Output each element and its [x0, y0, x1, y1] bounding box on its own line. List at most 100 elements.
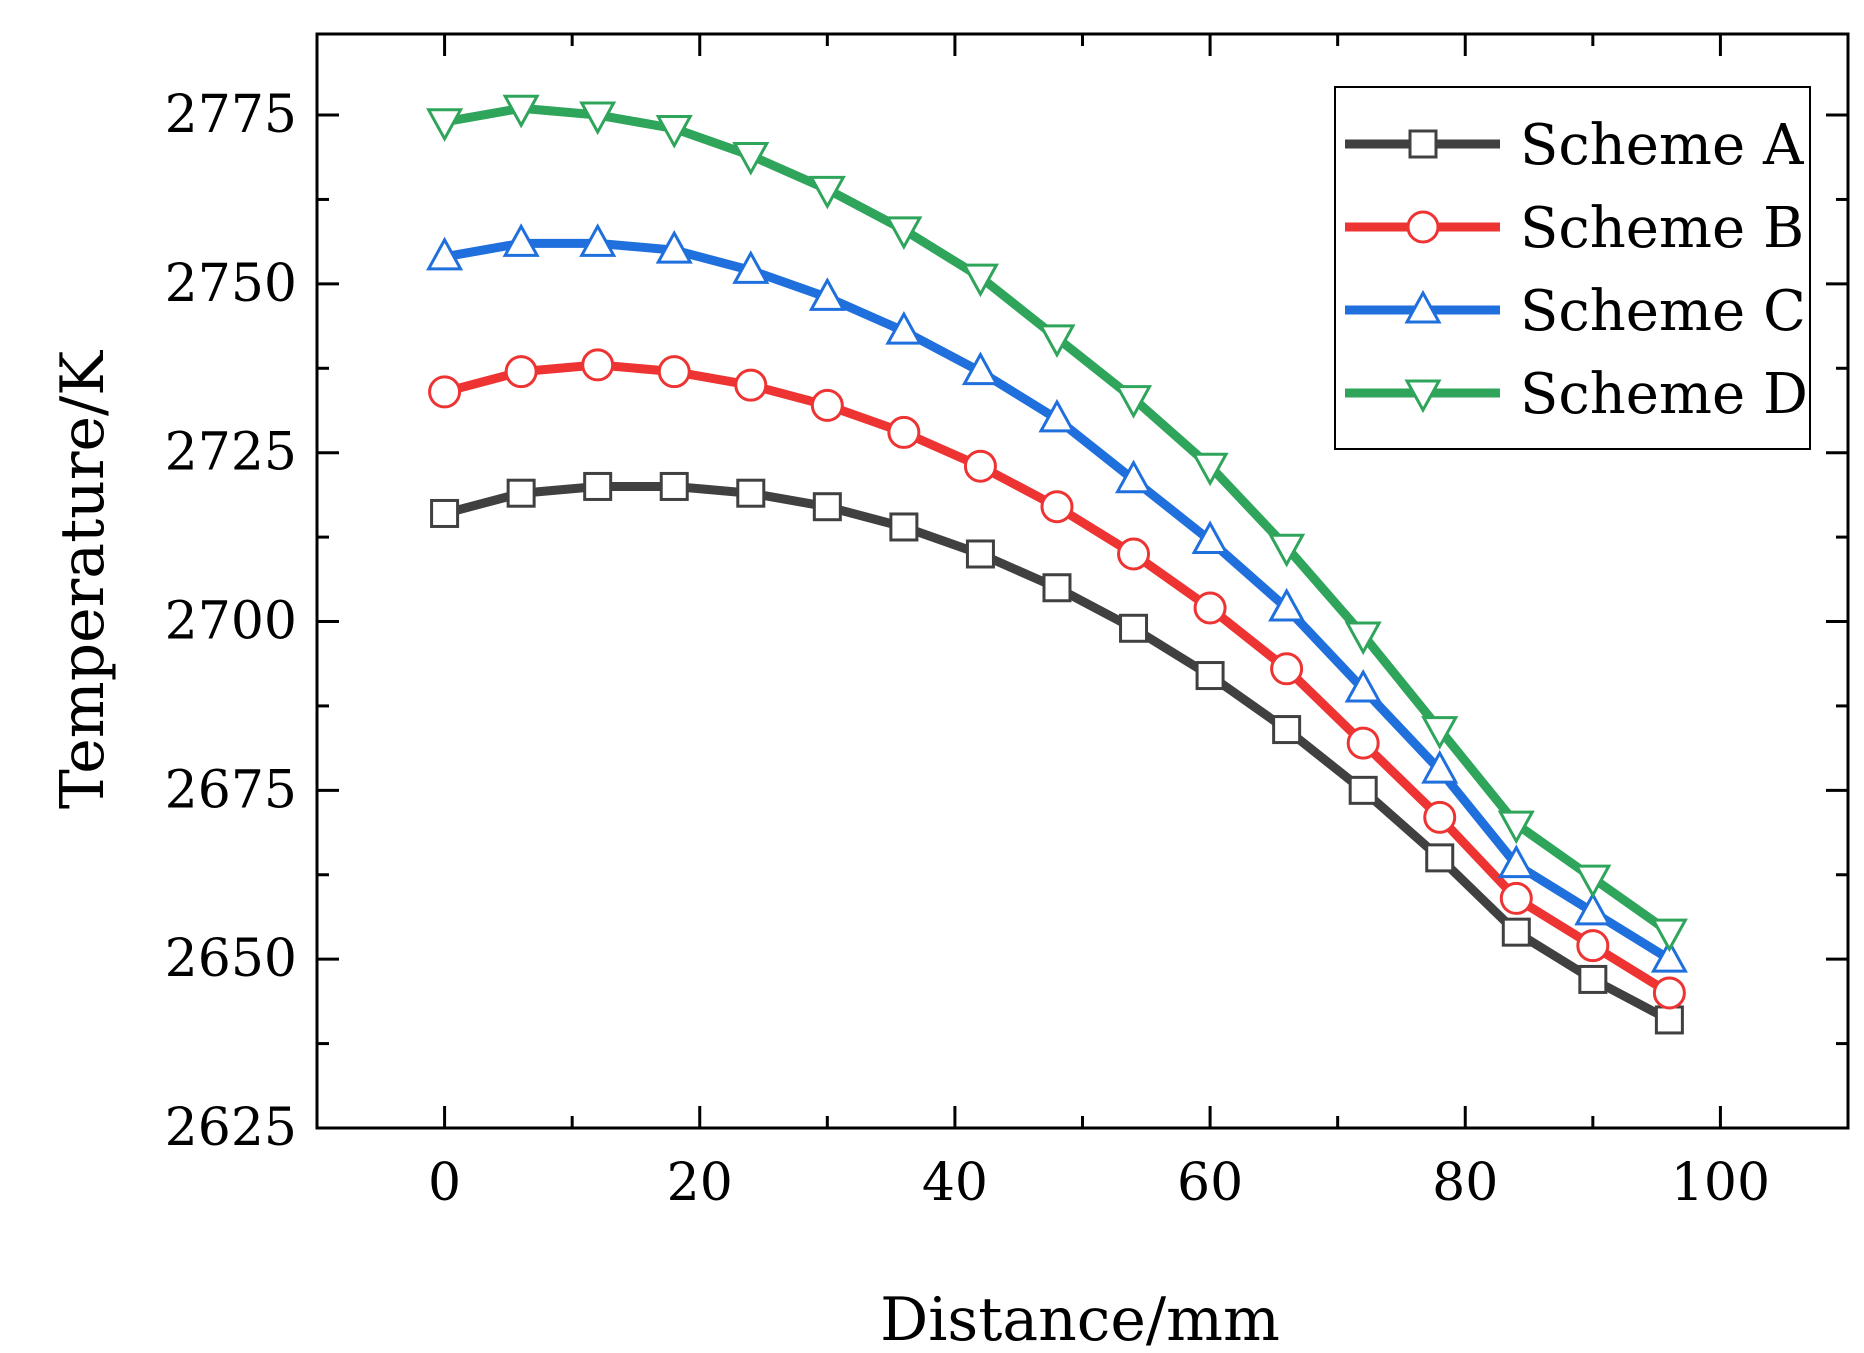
x-tick-label: 80 [1432, 1153, 1498, 1213]
scheme-a-point [1348, 775, 1378, 805]
scheme-d-point [1574, 864, 1612, 899]
x-tick-label: 20 [667, 1153, 733, 1213]
scheme-b-point [1270, 652, 1304, 686]
scheme-d-point [1497, 810, 1535, 845]
scheme-b-point [734, 368, 768, 402]
scheme-d-point [885, 216, 923, 250]
scheme-d-point [655, 115, 693, 149]
scheme-b-point [428, 375, 462, 409]
legend-marker-scheme-b [1406, 210, 1440, 244]
scheme-a-point [1425, 843, 1455, 873]
scheme-c-point [885, 311, 923, 345]
scheme-b-series [428, 348, 1686, 1010]
scheme-d-point [1038, 324, 1076, 358]
y-tick-label: 2750 [165, 254, 297, 314]
scheme-d-point [961, 263, 999, 298]
scheme-c-point [1038, 398, 1076, 433]
scheme-b-point [1193, 591, 1227, 625]
legend-label-scheme-d: Scheme D [1520, 362, 1808, 427]
legend: Scheme A Scheme B Scheme C Scheme D [1334, 86, 1811, 450]
y-tick-label: 2675 [165, 760, 297, 820]
scheme-d-point [1191, 452, 1229, 487]
scheme-d-point [808, 175, 846, 210]
y-tick-label: 2725 [165, 423, 297, 483]
scheme-d-point [502, 94, 540, 129]
scheme-b-point [1346, 726, 1380, 760]
scheme-c-point [1191, 520, 1229, 554]
y-tick-label: 2775 [165, 85, 297, 145]
scheme-a-point [889, 512, 919, 542]
scheme-c-series [426, 223, 1688, 973]
y-tick-label: 2650 [165, 929, 297, 989]
scheme-c-point [1268, 587, 1306, 622]
scheme-d-point [1114, 385, 1153, 419]
scheme-c-point [1421, 749, 1459, 784]
legend-marker-scheme-c [1404, 289, 1442, 324]
scheme-c-point [1497, 844, 1535, 879]
scheme-d-series [426, 94, 1688, 953]
scheme-a-point [1501, 917, 1531, 947]
scheme-b-point [963, 449, 997, 483]
scheme-a-point [965, 539, 995, 569]
scheme-c-point [808, 277, 846, 311]
plot-area: 0 20 40 60 80 100 2625 2650 2675 2700 2725 2750 2775 [165, 32, 1850, 1213]
scheme-c-point [1650, 939, 1688, 973]
scheme-a-point [659, 471, 689, 501]
x-tick-label: 60 [1177, 1153, 1243, 1213]
legend-marker-scheme-d [1404, 379, 1442, 414]
scheme-a-point [583, 471, 613, 501]
scheme-a-point [1578, 964, 1608, 994]
series-layer [426, 94, 1688, 1035]
scheme-c-point [655, 229, 693, 264]
scheme-c-point [961, 351, 999, 386]
scheme-d-point [1421, 716, 1459, 750]
scheme-d-point [1268, 533, 1306, 568]
legend-label-scheme-a: Scheme A [1520, 113, 1804, 178]
scheme-d-point [732, 142, 770, 176]
scheme-c-point [1344, 668, 1382, 703]
x-tick-label: 0 [428, 1153, 461, 1213]
scheme-b-point [1040, 490, 1074, 524]
x-tick-label: 40 [922, 1153, 988, 1213]
scheme-a-point [430, 498, 460, 528]
legend-marker-scheme-a [1408, 129, 1438, 159]
scheme-d-point [426, 108, 464, 142]
x-axis-label: Distance/mm [880, 1285, 1280, 1353]
scheme-a-point [1119, 613, 1149, 643]
scheme-c-point [426, 236, 464, 271]
scheme-b-point [1576, 929, 1610, 963]
scheme-d-point [1650, 918, 1688, 953]
scheme-a-point [1654, 1005, 1684, 1035]
scheme-b-point [1652, 976, 1686, 1010]
scheme-b-point [581, 348, 615, 382]
scheme-b-point [1499, 881, 1533, 915]
scheme-b-point [657, 355, 691, 389]
scheme-d-point [579, 101, 617, 136]
scheme-d-point [1344, 621, 1382, 656]
scheme-b-point [504, 355, 538, 389]
scheme-b-point [1117, 537, 1151, 571]
scheme-c-point [579, 223, 617, 257]
scheme-b-point [887, 415, 921, 449]
y-axis-label: Temperature/K [48, 350, 118, 809]
scheme-a-point [736, 478, 766, 508]
scheme-c-point [502, 223, 540, 257]
scheme-b-point [810, 388, 844, 422]
x-tick-label: 100 [1671, 1153, 1770, 1213]
scheme-a-series [430, 471, 1684, 1035]
scheme-c-point [1574, 891, 1612, 926]
scheme-a-point [1195, 661, 1225, 691]
scheme-a-point [1042, 573, 1072, 603]
scheme-c-point [732, 250, 770, 284]
scheme-a-line [443, 481, 1672, 1024]
y-tick-label: 2625 [165, 1098, 297, 1158]
scheme-b-point [1423, 800, 1457, 834]
legend-label-scheme-b: Scheme B [1520, 196, 1804, 261]
y-tick-label: 2700 [165, 592, 297, 652]
legend-label-scheme-c: Scheme C [1520, 279, 1806, 344]
scheme-a-point [1272, 715, 1302, 745]
scheme-a-point [812, 492, 842, 522]
scheme-c-point [1114, 459, 1153, 494]
scheme-a-point [506, 478, 536, 508]
